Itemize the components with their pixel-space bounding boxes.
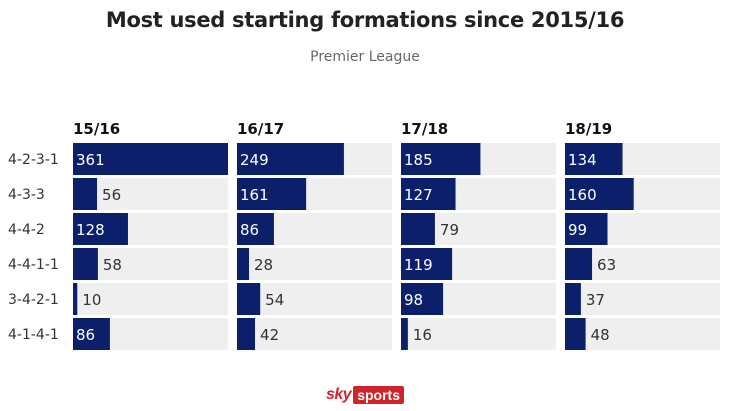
bar bbox=[565, 318, 586, 350]
bar bbox=[401, 248, 453, 280]
bar-value-label: 119 bbox=[404, 256, 433, 274]
bar-value-label: 249 bbox=[240, 151, 269, 169]
sky-sports-logo: sky sports bbox=[0, 385, 730, 404]
bar bbox=[565, 213, 608, 245]
bar-value-label: 160 bbox=[568, 186, 597, 204]
bar-value-label: 79 bbox=[440, 221, 459, 239]
bar-value-label: 361 bbox=[76, 151, 105, 169]
bar-value-label: 161 bbox=[240, 186, 269, 204]
bar-value-label: 134 bbox=[568, 151, 597, 169]
logo-sports-text: sports bbox=[353, 385, 404, 404]
bar bbox=[565, 178, 634, 210]
bar-value-label: 58 bbox=[103, 256, 122, 274]
bar-value-label: 54 bbox=[265, 291, 284, 309]
logo-sky-text: sky bbox=[326, 385, 354, 404]
bar bbox=[73, 213, 128, 245]
bar bbox=[565, 143, 623, 175]
formation-label: 3-4-2-1 bbox=[8, 292, 59, 308]
chart-subtitle: Premier League bbox=[310, 49, 420, 65]
bar-value-label: 56 bbox=[102, 186, 121, 204]
bar bbox=[73, 178, 98, 210]
bar bbox=[401, 213, 435, 245]
bar bbox=[401, 318, 408, 350]
bar bbox=[401, 178, 456, 210]
bar-value-label: 16 bbox=[413, 326, 432, 344]
bar-value-label: 185 bbox=[404, 151, 433, 169]
bar-value-label: 128 bbox=[76, 221, 105, 239]
bar-value-label: 127 bbox=[404, 186, 433, 204]
bar bbox=[565, 283, 581, 315]
season-label: 18/19 bbox=[565, 120, 612, 138]
bar bbox=[237, 178, 307, 210]
bar bbox=[73, 318, 110, 350]
bar-value-label: 37 bbox=[586, 291, 605, 309]
bar-value-label: 98 bbox=[404, 291, 423, 309]
bar-value-label: 86 bbox=[240, 221, 259, 239]
formation-label: 4-2-3-1 bbox=[8, 152, 59, 168]
bar-track bbox=[73, 248, 228, 280]
bar-track bbox=[73, 283, 228, 315]
bar-track bbox=[237, 248, 392, 280]
bar-value-label: 86 bbox=[76, 326, 95, 344]
bar bbox=[401, 283, 444, 315]
bar bbox=[237, 143, 344, 175]
bar-track bbox=[401, 318, 556, 350]
formation-label: 4-3-3 bbox=[8, 187, 45, 203]
bar bbox=[237, 318, 256, 350]
bar-track bbox=[237, 318, 392, 350]
bar-value-label: 28 bbox=[254, 256, 273, 274]
formation-label: 4-4-1-1 bbox=[8, 257, 59, 273]
bar-value-label: 99 bbox=[568, 221, 587, 239]
bar bbox=[401, 143, 481, 175]
bar-value-label: 48 bbox=[591, 326, 610, 344]
bar-track bbox=[237, 283, 392, 315]
bar bbox=[237, 283, 261, 315]
season-label: 16/17 bbox=[237, 120, 284, 138]
bar bbox=[565, 248, 593, 280]
formation-label: 4-1-4-1 bbox=[8, 327, 59, 343]
bar bbox=[73, 248, 98, 280]
bar bbox=[237, 248, 250, 280]
bar-value-label: 63 bbox=[597, 256, 616, 274]
formation-label: 4-4-2 bbox=[8, 222, 45, 238]
bar-value-label: 42 bbox=[260, 326, 279, 344]
season-label: 17/18 bbox=[401, 120, 448, 138]
bar-value-label: 10 bbox=[82, 291, 101, 309]
bar bbox=[73, 283, 78, 315]
chart-title: Most used starting formations since 2015… bbox=[105, 8, 625, 32]
formations-chart: 4-2-3-1 4-3-3 4-4-2 4-4-1-1 3-4-2-1 4-1-4-1 15… bbox=[8, 120, 720, 350]
season-label: 15/16 bbox=[73, 120, 120, 138]
bar-track bbox=[565, 318, 720, 350]
bar-track bbox=[73, 178, 228, 210]
bar-track bbox=[565, 283, 720, 315]
bar bbox=[73, 143, 228, 175]
bar bbox=[237, 213, 274, 245]
